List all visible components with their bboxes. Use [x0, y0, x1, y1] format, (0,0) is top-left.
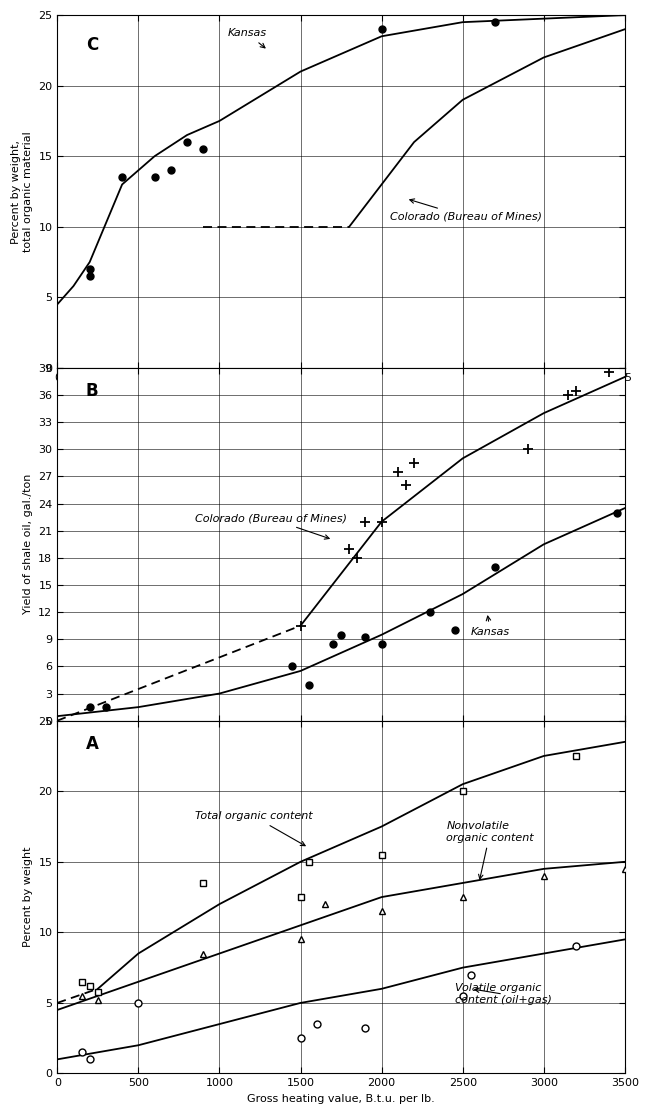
Text: A: A	[86, 735, 99, 753]
Text: B: B	[86, 382, 98, 400]
Text: Total organic content: Total organic content	[195, 812, 313, 845]
Text: Kansas: Kansas	[471, 617, 510, 637]
X-axis label: Gross heating value, B.t.u. per lb.: Gross heating value, B.t.u. per lb.	[247, 1094, 435, 1104]
Text: Colorado (Bureau of Mines): Colorado (Bureau of Mines)	[195, 514, 347, 540]
Y-axis label: Yield of shale oil, gal./ton: Yield of shale oil, gal./ton	[23, 474, 32, 614]
Text: Kansas: Kansas	[227, 28, 266, 48]
Text: C: C	[86, 37, 98, 55]
Text: Volatile organic
content (oil+gas): Volatile organic content (oil+gas)	[454, 983, 551, 1005]
X-axis label: Yield of shale oil, gal./ton: Yield of shale oil, gal./ton	[271, 388, 411, 398]
Text: Nonvolatile
organic content: Nonvolatile organic content	[447, 821, 534, 879]
Y-axis label: Percent by weight,
total organic material: Percent by weight, total organic materia…	[11, 132, 32, 252]
Text: Colorado (Bureau of Mines): Colorado (Bureau of Mines)	[390, 198, 541, 222]
Y-axis label: Percent by weight: Percent by weight	[23, 846, 32, 948]
